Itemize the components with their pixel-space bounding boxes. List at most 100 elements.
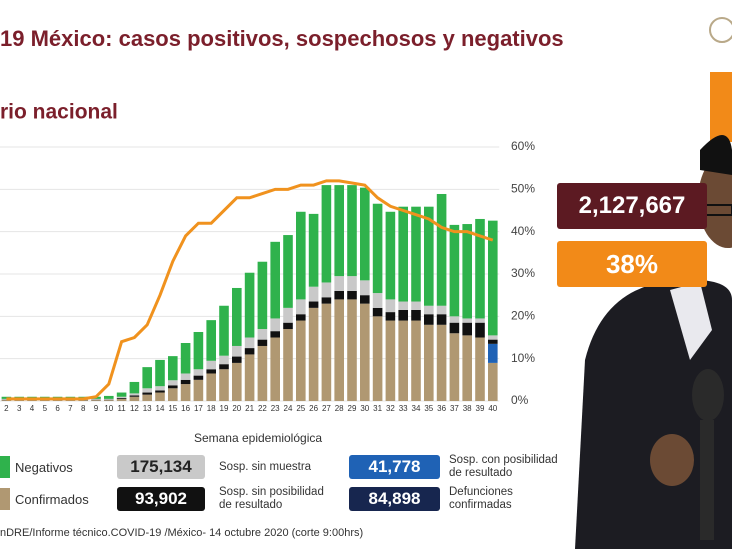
x-tick-label: 10: [104, 404, 113, 413]
bar-segment: [449, 333, 460, 401]
bar-segment: [257, 261, 268, 330]
bar-segment: [270, 318, 280, 332]
bar-segment: [449, 322, 460, 334]
bar-segment: [347, 299, 357, 401]
bar-segment: [116, 392, 127, 397]
callout: 2,127,667: [557, 183, 707, 229]
x-tick-label: 7: [68, 404, 73, 413]
bar-segment: [219, 364, 229, 370]
y2-tick-label: 0%: [511, 393, 529, 407]
x-tick-label: 3: [17, 404, 22, 413]
x-tick-label: 13: [143, 404, 152, 413]
bar-segment: [475, 322, 485, 338]
callout: 38%: [557, 241, 707, 287]
bar-segment: [168, 356, 178, 381]
bar-segment: [411, 309, 421, 321]
x-tick-label: 32: [386, 404, 395, 413]
x-tick-label: 11: [117, 404, 126, 413]
legend-label: Defunciones confirmadas: [449, 486, 513, 511]
bar-segment: [155, 390, 165, 393]
bar-segment: [283, 322, 293, 330]
logo: [709, 17, 732, 43]
bar-segment: [436, 324, 447, 401]
bar-segment: [14, 400, 24, 401]
bar-segment: [462, 318, 472, 323]
bar-segment: [385, 211, 396, 300]
bar-segment: [52, 400, 63, 401]
bar-segment: [244, 337, 255, 349]
x-tick-label: 39: [476, 404, 485, 413]
bar-segment: [385, 320, 396, 401]
bar-segment: [155, 392, 165, 401]
bar-segment: [219, 369, 229, 401]
x-tick-label: 26: [309, 404, 318, 413]
legend-label: Sosp. con posibilidad de resultado: [449, 454, 558, 479]
bar-segment: [347, 276, 357, 291]
bar-segment: [360, 295, 370, 304]
bar-segment: [334, 185, 344, 277]
bar-segment: [462, 224, 472, 319]
x-tick-label: 23: [271, 404, 280, 413]
bar-segment: [424, 305, 434, 315]
bar-segment: [321, 282, 332, 298]
y2-tick-label: 60%: [511, 139, 535, 153]
bar-segment: [168, 380, 178, 386]
subtitle: rio nacional: [0, 101, 118, 124]
orange-banner: [710, 72, 732, 142]
x-tick-label: 29: [348, 404, 357, 413]
bar-segment: [308, 307, 319, 401]
bar-segment: [360, 303, 370, 401]
bar-segment: [270, 337, 280, 401]
x-tick-label: 31: [373, 404, 382, 413]
bar-segment: [475, 318, 485, 323]
bar-segment: [283, 307, 293, 323]
bar-segment: [449, 224, 460, 317]
x-tick-label: 27: [322, 404, 331, 413]
legend-total: 93,902: [117, 487, 205, 511]
bar-segment: [385, 299, 396, 313]
bar-segment: [206, 360, 216, 370]
bar-segment: [488, 220, 498, 336]
x-tick-label: 4: [30, 404, 35, 413]
bar-segment: [257, 345, 268, 401]
bar-segment: [244, 354, 255, 401]
bar-segment: [129, 396, 140, 401]
bar-segment: [155, 386, 165, 391]
bar-segment: [142, 388, 152, 393]
bar-segment: [398, 301, 408, 310]
x-tick-label: 18: [207, 404, 216, 413]
bar-segment: [206, 369, 216, 374]
bar-segment: [104, 398, 114, 400]
bar-segment: [168, 385, 178, 389]
y2-tick-label: 50%: [511, 182, 535, 196]
bar-segment: [334, 276, 344, 291]
y2-tick-label: 40%: [511, 224, 535, 238]
bar-segment: [193, 331, 204, 370]
bar-segment: [244, 348, 255, 355]
bar-segment: [206, 373, 216, 401]
x-tick-label: 8: [81, 404, 86, 413]
bar-segment: [372, 203, 383, 294]
bar-segment: [308, 213, 319, 287]
bar-segment: [360, 187, 370, 281]
bar-segment: [104, 400, 114, 401]
x-tick-label: 2: [4, 404, 9, 413]
bar-segment: [257, 329, 268, 340]
legend-total: 41,778: [349, 455, 440, 479]
legend-swatch: [0, 488, 10, 510]
bar-segment: [219, 355, 229, 365]
x-tick-label: 19: [220, 404, 229, 413]
bar-segment: [424, 324, 434, 401]
bar-segment: [475, 337, 485, 401]
x-tick-label: 17: [194, 404, 203, 413]
legend-label: Negativos: [15, 460, 73, 475]
x-tick-label: 36: [437, 404, 446, 413]
legend-label: Sosp. sin posibilidad de resultado: [219, 486, 324, 511]
bar-segment: [168, 388, 178, 401]
bar-segment: [321, 185, 332, 283]
x-tick-label: 34: [412, 404, 421, 413]
x-tick-label: 22: [258, 404, 267, 413]
bar-segment: [116, 398, 127, 401]
bar-segment: [296, 314, 306, 321]
